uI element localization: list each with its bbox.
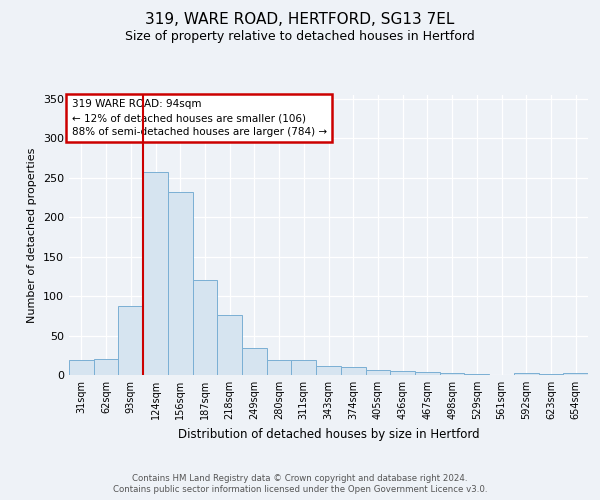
Bar — [292, 360, 316, 375]
Bar — [94, 359, 118, 375]
X-axis label: Distribution of detached houses by size in Hertford: Distribution of detached houses by size … — [178, 428, 479, 440]
Bar — [440, 372, 464, 375]
Bar — [415, 372, 440, 375]
Bar — [118, 306, 143, 375]
Y-axis label: Number of detached properties: Number of detached properties — [28, 148, 37, 322]
Bar — [341, 367, 365, 375]
Bar — [365, 370, 390, 375]
Bar — [464, 374, 489, 375]
Bar — [563, 372, 588, 375]
Bar — [390, 371, 415, 375]
Bar — [143, 172, 168, 375]
Bar — [69, 360, 94, 375]
Text: 319 WARE ROAD: 94sqm
← 12% of detached houses are smaller (106)
88% of semi-deta: 319 WARE ROAD: 94sqm ← 12% of detached h… — [71, 99, 327, 137]
Bar — [168, 192, 193, 375]
Bar — [514, 374, 539, 375]
Bar — [316, 366, 341, 375]
Text: Contains HM Land Registry data © Crown copyright and database right 2024.: Contains HM Land Registry data © Crown c… — [132, 474, 468, 483]
Bar — [193, 280, 217, 375]
Text: 319, WARE ROAD, HERTFORD, SG13 7EL: 319, WARE ROAD, HERTFORD, SG13 7EL — [145, 12, 455, 28]
Bar — [267, 360, 292, 375]
Bar — [242, 348, 267, 375]
Bar — [539, 374, 563, 375]
Text: Contains public sector information licensed under the Open Government Licence v3: Contains public sector information licen… — [113, 485, 487, 494]
Text: Size of property relative to detached houses in Hertford: Size of property relative to detached ho… — [125, 30, 475, 43]
Bar — [217, 315, 242, 375]
